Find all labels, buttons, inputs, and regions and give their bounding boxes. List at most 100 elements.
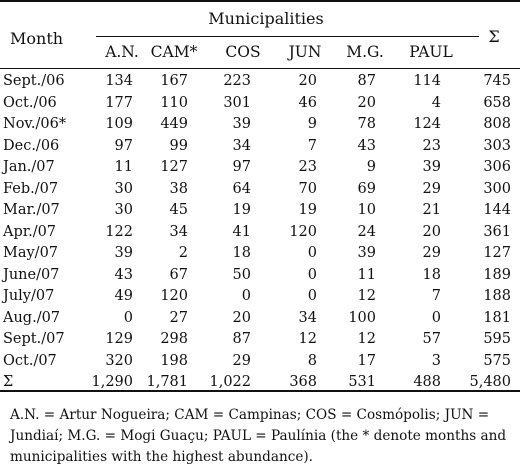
municipalities-underline [96,36,479,37]
value-cell: 23 [298,159,317,175]
value-cell: 11 [114,159,133,175]
value-cell: 0 [307,266,317,283]
month-cell: Feb./07 [3,180,59,197]
value-cell: 368 [289,374,317,390]
row-total-cell: 595 [483,331,511,347]
value-cell: 449 [160,116,188,132]
row-total-cell: 306 [483,159,511,175]
value-cell: 49 [114,288,133,304]
value-cell: 64 [232,180,251,197]
month-cell: Sept./07 [3,331,65,347]
value-cell: 531 [348,374,376,390]
value-cell: 223 [223,73,251,89]
table-top-rule [0,0,520,2]
value-cell: 27 [169,309,188,326]
value-cell: 97 [232,159,251,175]
value-cell: 20 [357,94,376,111]
row-total-cell: 5,480 [469,374,511,390]
value-cell: 39 [232,116,251,132]
total-column-header: Σ [488,27,500,46]
value-cell: 110 [160,94,188,111]
value-cell: 134 [105,73,133,89]
value-cell: 0 [241,288,251,304]
value-cell: 20 [422,223,441,240]
row-total-cell: 808 [483,116,511,132]
value-cell: 43 [114,266,133,283]
value-cell: 298 [160,331,188,347]
value-cell: 167 [160,73,188,89]
value-cell: 30 [114,180,133,197]
value-cell: 39 [114,245,133,261]
value-cell: 11 [357,266,376,283]
month-cell: July/07 [3,288,55,304]
row-total-cell: 300 [483,180,511,197]
value-cell: 78 [357,116,376,132]
value-cell: 43 [357,137,376,154]
value-cell: 46 [298,94,317,111]
value-cell: 39 [357,245,376,261]
value-cell: 0 [123,309,133,326]
value-cell: 7 [431,288,441,304]
value-cell: 9 [307,116,317,132]
value-cell: 8 [307,352,317,369]
value-cell: 0 [431,309,441,326]
row-total-cell: 745 [483,73,511,89]
value-cell: 12 [357,331,376,347]
table-bottom-rule [0,390,520,392]
value-cell: 29 [232,352,251,369]
value-cell: 20 [232,309,251,326]
value-cell: 29 [422,245,441,261]
municipalities-group-header: Municipalities [208,9,324,28]
month-cell: Oct./07 [3,352,57,369]
month-column-header: Month [10,29,64,48]
value-cell: 19 [298,202,317,218]
table-footnote: A.N. = Artur Nogueira; CAM = Campinas; C… [10,407,507,465]
month-cell: June/07 [3,266,60,283]
value-cell: 20 [298,73,317,89]
month-cell: Aug./07 [3,309,61,326]
value-cell: 34 [298,309,317,326]
value-cell: 4 [431,94,441,111]
value-cell: 99 [169,137,188,154]
value-cell: 198 [160,352,188,369]
value-cell: 127 [160,159,188,175]
value-cell: 488 [413,374,441,390]
value-cell: 129 [105,331,133,347]
month-cell: Nov./06* [3,116,67,132]
row-total-cell: 575 [483,352,511,369]
row-total-cell: 127 [483,245,511,261]
value-cell: 18 [422,266,441,283]
value-cell: 21 [422,202,441,218]
value-cell: 100 [348,309,376,326]
value-cell: 29 [422,180,441,197]
value-cell: 0 [307,288,317,304]
value-cell: 87 [357,73,376,89]
totals-row-label: Σ [3,374,14,390]
month-cell: Apr./07 [3,223,57,240]
value-cell: 1,022 [209,374,251,390]
value-cell: 57 [422,331,441,347]
value-cell: 34 [169,223,188,240]
value-cell: 12 [357,288,376,304]
value-cell: 124 [413,116,441,132]
value-cell: 45 [169,202,188,218]
value-cell: 12 [298,331,317,347]
row-total-cell: 361 [483,223,511,240]
value-cell: 30 [114,202,133,218]
column-header-an: A.N. [105,43,139,61]
value-cell: 97 [114,137,133,154]
value-cell: 17 [357,352,376,369]
value-cell: 1,290 [91,374,133,390]
month-cell: Oct./06 [3,94,57,111]
value-cell: 3 [431,352,441,369]
value-cell: 122 [105,223,133,240]
value-cell: 69 [357,180,376,197]
column-header-cam: CAM* [150,43,198,61]
month-cell: May/07 [3,245,59,261]
value-cell: 41 [232,223,251,240]
value-cell: 87 [232,331,251,347]
value-cell: 39 [422,159,441,175]
value-cell: 38 [169,180,188,197]
value-cell: 109 [105,116,133,132]
row-total-cell: 189 [483,266,511,283]
